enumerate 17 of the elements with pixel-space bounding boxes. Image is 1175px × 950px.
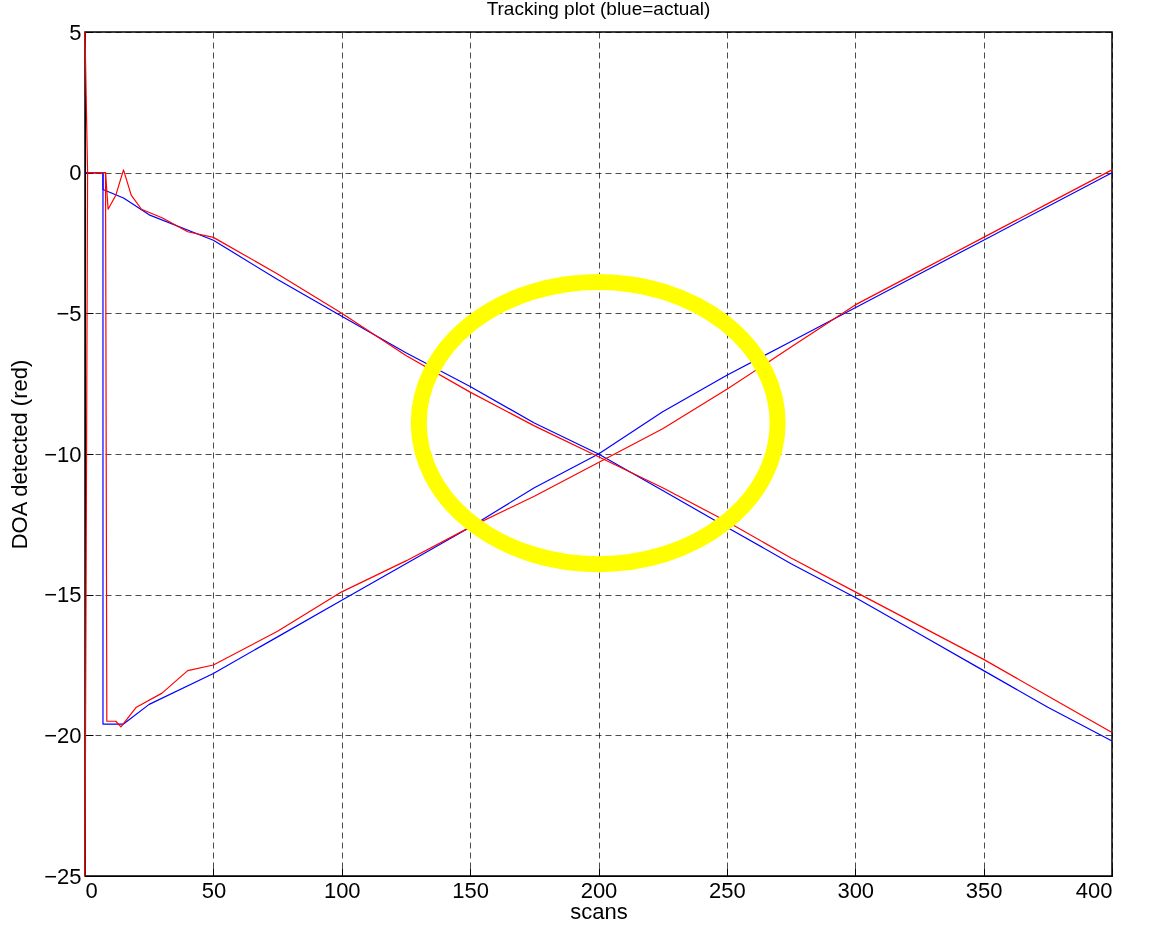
- y-tick-label: 5: [69, 19, 82, 45]
- x-tick-label: 300: [837, 877, 875, 903]
- x-tick-label: 50: [201, 877, 227, 903]
- y-tick-label: −5: [56, 300, 82, 326]
- x-tick-label: 0: [85, 877, 98, 903]
- y-tick-label: −25: [44, 863, 82, 889]
- y-tick-label: −20: [44, 722, 82, 748]
- y-tick-label: −15: [44, 582, 82, 608]
- x-tick-label: 150: [452, 877, 489, 903]
- y-tick-label: −10: [44, 441, 82, 467]
- x-tick-label: 250: [709, 877, 746, 903]
- chart-title: Tracking plot (blue=actual): [486, 0, 711, 19]
- x-tick-label: 400: [1075, 877, 1113, 903]
- y-tick-label: 0: [69, 160, 82, 186]
- x-tick-label: 100: [323, 877, 361, 903]
- x-tick-label: 350: [965, 877, 1003, 903]
- y-axis-title: DOA detected (red): [7, 359, 33, 550]
